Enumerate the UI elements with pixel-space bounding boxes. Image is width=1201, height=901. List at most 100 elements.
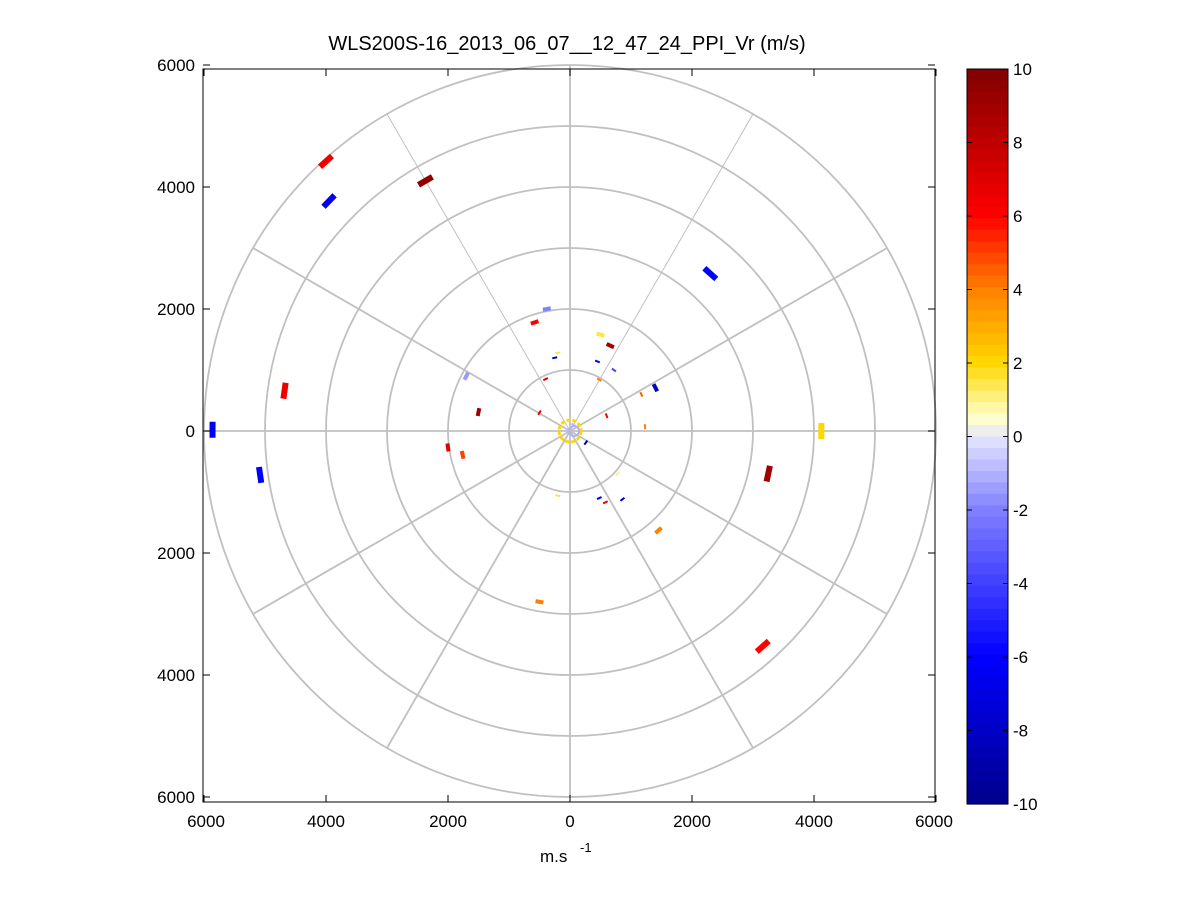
colorbar-tick-label-4: 2 [1013, 354, 1022, 373]
colorbar-swatch-8 [967, 160, 1008, 173]
radial-spoke-30 [569, 247, 888, 432]
colorbar-swatch-45 [967, 585, 1008, 598]
data-point-22 [462, 371, 470, 381]
data-point-24 [639, 391, 644, 398]
x-tick-label-1: 4000 [307, 812, 345, 831]
colorbar-swatch-42 [967, 551, 1008, 564]
colorbar-swatch-33 [967, 447, 1008, 461]
y-tick-label-6: 6000 [157, 56, 195, 75]
data-point-34 [596, 496, 602, 501]
colorbar-swatch-34 [967, 459, 1008, 472]
x-tick-label-2: 2000 [429, 812, 467, 831]
colorbar-swatches [967, 69, 1008, 805]
x-axis-label: m.s -1 [540, 840, 592, 866]
radial-spoke-330 [569, 430, 888, 615]
colorbar-swatch-0 [967, 69, 1008, 82]
radial-spoke-210 [252, 430, 571, 615]
colorbar-tick-label-2: 6 [1013, 207, 1022, 226]
data-point-37 [555, 494, 561, 498]
chart-title: WLS200S-16_2013_06_07__12_47_24_PPI_Vr (… [328, 33, 805, 55]
colorbar-swatch-28 [967, 390, 1008, 403]
y-tick-label-4: 2000 [157, 300, 195, 319]
data-point-26 [475, 407, 482, 417]
colorbar-swatch-25 [967, 356, 1008, 369]
colorbar-swatch-10 [967, 183, 1008, 196]
colorbar-swatch-40 [967, 528, 1008, 541]
colorbar-tick-label-0: 10 [1013, 60, 1032, 79]
y-tick-label-2: 2000 [157, 544, 195, 563]
colorbar-swatch-18 [967, 275, 1008, 288]
colorbar-swatch-15 [967, 241, 1008, 254]
colorbar-swatch-20 [967, 298, 1008, 311]
colorbar-swatch-54 [967, 689, 1008, 702]
colorbar-swatch-61 [967, 769, 1008, 782]
colorbar-swatch-50 [967, 643, 1008, 656]
plot-area [202, 68, 936, 803]
data-point-3 [417, 174, 434, 188]
colorbar-swatch-14 [967, 229, 1008, 242]
data-point-18 [594, 359, 601, 364]
colorbar-swatch-46 [967, 597, 1008, 610]
colorbar-swatch-5 [967, 126, 1008, 139]
radial-spoke-150 [252, 247, 571, 432]
colorbar-swatch-44 [967, 574, 1008, 587]
colorbar-swatch-41 [967, 539, 1008, 552]
data-point-10 [754, 638, 771, 654]
data-points [209, 153, 825, 654]
colorbar: 10 8 6 4 2 0 -2 -4 -6 -8 -10 [966, 60, 1038, 814]
data-point-21 [542, 377, 549, 382]
x-tick-label-5: 4000 [795, 812, 833, 831]
data-point-27 [537, 410, 542, 416]
data-point-36 [619, 497, 626, 502]
x-axis-label-text: m.s [540, 847, 567, 866]
colorbar-tick-label-8: -6 [1013, 648, 1028, 667]
x-tick-label-0: 6000 [187, 812, 225, 831]
colorbar-tick-label-7: -4 [1013, 575, 1028, 594]
colorbar-swatch-3 [967, 103, 1008, 116]
colorbar-swatch-23 [967, 333, 1008, 346]
colorbar-swatch-55 [967, 700, 1008, 713]
plot-frame [202, 68, 936, 803]
colorbar-swatch-17 [967, 264, 1008, 277]
colorbar-swatch-26 [967, 367, 1008, 380]
data-point-35 [602, 500, 609, 505]
y-tick-label-3: 0 [186, 422, 195, 441]
data-point-15 [596, 331, 605, 338]
colorbar-swatch-49 [967, 631, 1008, 644]
data-point-9 [763, 465, 773, 483]
colorbar-swatch-9 [967, 172, 1008, 185]
colorbar-swatch-59 [967, 746, 1008, 759]
colorbar-swatch-21 [967, 310, 1008, 323]
x-tick-label-4: 2000 [673, 812, 711, 831]
data-point-16 [605, 342, 615, 350]
colorbar-tick-label-1: 8 [1013, 134, 1022, 153]
x-tick-label-6: 6000 [915, 812, 953, 831]
colorbar-tick-label-9: -8 [1013, 722, 1028, 741]
data-point-11 [535, 599, 544, 605]
data-point-4 [702, 266, 719, 282]
radial-spoke-120 [386, 113, 571, 432]
center-return-inner [568, 425, 580, 437]
radial-spoke-60 [569, 113, 754, 432]
colorbar-tick-label-3: 4 [1013, 281, 1022, 300]
colorbar-swatch-52 [967, 666, 1008, 679]
colorbar-swatch-11 [967, 195, 1008, 208]
colorbar-swatch-24 [967, 344, 1008, 357]
colorbar-tick-label-6: -2 [1013, 501, 1028, 520]
colorbar-swatch-56 [967, 712, 1008, 725]
colorbar-swatch-37 [967, 493, 1008, 507]
data-point-25 [596, 377, 602, 382]
colorbar-swatch-36 [967, 482, 1008, 495]
colorbar-swatch-39 [967, 516, 1008, 529]
colorbar-swatch-16 [967, 252, 1008, 265]
colorbar-swatch-22 [967, 321, 1008, 334]
data-point-31 [459, 450, 466, 460]
y-tick-label-5: 4000 [157, 178, 195, 197]
data-point-28 [604, 413, 609, 419]
x-axis-label-superscript: -1 [580, 840, 592, 855]
colorbar-swatch-4 [967, 114, 1008, 128]
data-point-1 [318, 153, 334, 169]
data-point-33 [615, 471, 620, 477]
polar-grid [203, 64, 937, 798]
